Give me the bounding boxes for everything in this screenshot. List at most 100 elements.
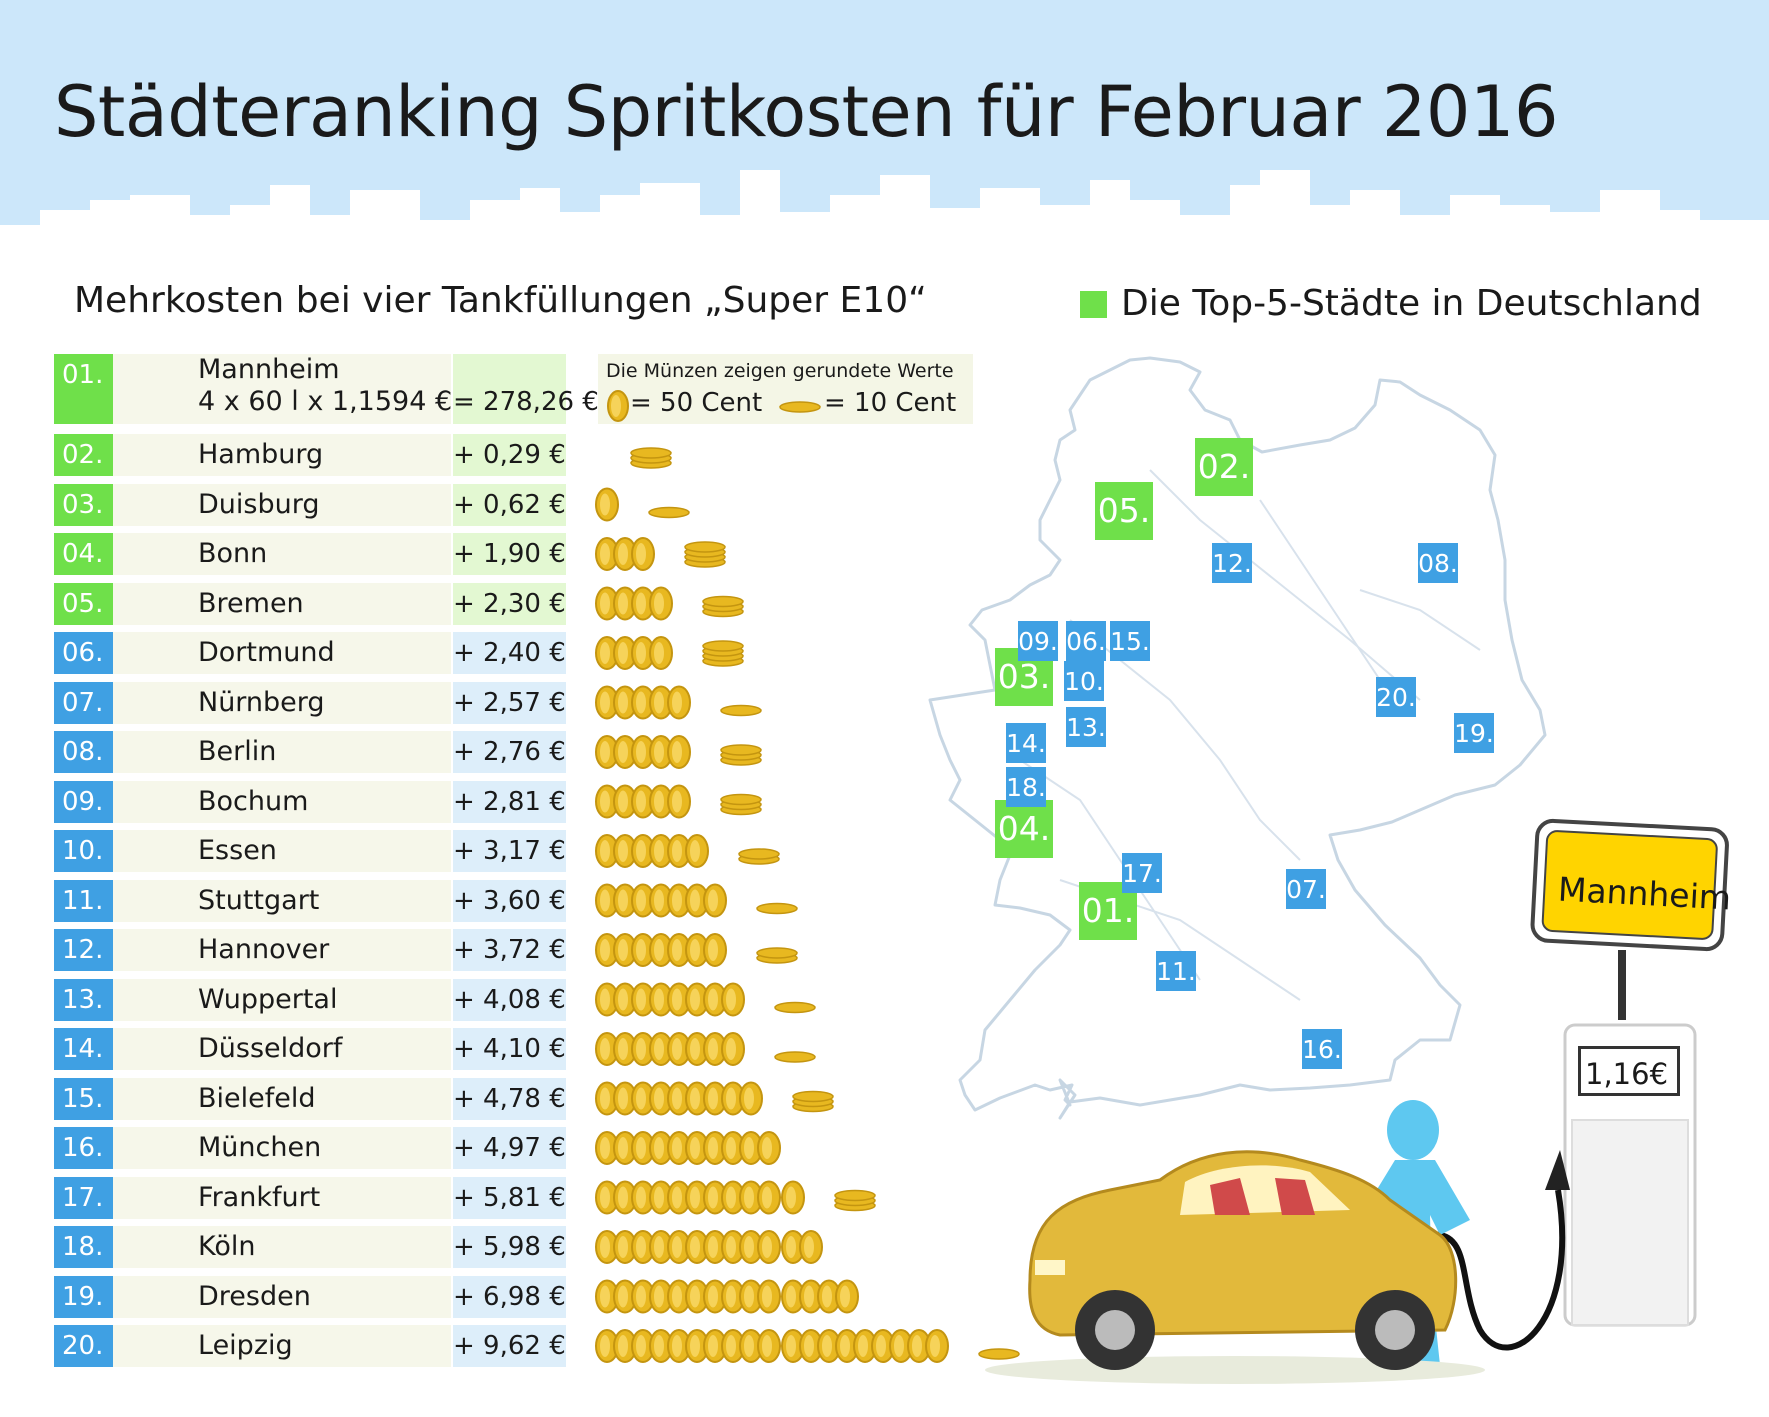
rank-label: 09. <box>54 780 113 823</box>
rank-label: 20. <box>54 1325 113 1367</box>
rank-label: 10. <box>54 830 113 872</box>
table-row: 19. Dresden + 6,98 € <box>54 1275 566 1318</box>
rank-label: 14. <box>54 1028 113 1070</box>
city-name: Bremen <box>113 582 451 625</box>
extra-cost-label: + 2,30 € <box>453 582 566 625</box>
extra-cost-label: + 5,98 € <box>453 1226 566 1268</box>
map-marker-07: 07. <box>1286 869 1326 909</box>
extra-cost-label: + 2,81 € <box>453 780 566 823</box>
table-row: 17. Frankfurt + 5,81 € <box>54 1176 566 1219</box>
rank-label: 16. <box>54 1127 113 1169</box>
extra-cost-label: + 5,81 € <box>453 1176 566 1219</box>
extra-cost-label: + 0,62 € <box>453 483 566 526</box>
city-name: München <box>113 1127 451 1169</box>
pump-price-display: 1,16€ <box>1578 1046 1680 1096</box>
map-marker-05: 05. <box>1095 482 1153 540</box>
ten-cent-label: = 10 Cent <box>824 388 957 418</box>
city-name: Hamburg <box>113 434 451 476</box>
ten-cent-coin-icon <box>779 401 821 413</box>
table-row: 10. Essen + 3,17 € <box>54 830 566 872</box>
extra-cost-label: + 4,10 € <box>453 1028 566 1070</box>
city-name: Bochum <box>113 780 451 823</box>
rank-label: 03. <box>54 483 113 526</box>
city-name: Düsseldorf <box>113 1028 451 1070</box>
city-name: Stuttgart <box>113 879 451 922</box>
table-row: 03. Duisburg + 0,62 € <box>54 483 566 526</box>
table-row: 16. München + 4,97 € <box>54 1127 566 1169</box>
map-marker-13: 13. <box>1066 707 1106 747</box>
city-name: Duisburg <box>113 483 451 526</box>
page-title: Städteranking Spritkosten für Februar 20… <box>54 71 1559 153</box>
coin-legend: Die Münzen zeigen gerundete Werte = 50 C… <box>598 354 973 424</box>
map-marker-12: 12. <box>1212 543 1252 583</box>
extra-cost-label: + 2,76 € <box>453 731 566 773</box>
table-row: 13. Wuppertal + 4,08 € <box>54 978 566 1021</box>
rank-label: 04. <box>54 533 113 575</box>
extra-cost-label: + 3,60 € <box>453 879 566 922</box>
city-name: Leipzig <box>113 1325 451 1367</box>
extra-cost-label: + 6,98 € <box>453 1275 566 1318</box>
city-name: Hannover <box>113 929 451 971</box>
extra-cost-label: + 3,72 € <box>453 929 566 971</box>
town-sign <box>1530 818 1729 1020</box>
table-row: 09. Bochum + 2,81 € <box>54 780 566 823</box>
city-name: Dortmund <box>113 632 451 674</box>
map-marker-19: 19. <box>1454 713 1494 753</box>
extra-cost-label: + 2,40 € <box>453 632 566 674</box>
rank-label: 07. <box>54 681 113 724</box>
map-marker-08: 08. <box>1418 543 1458 583</box>
first-place-row: 01. Mannheim 4 x 60 l x 1,1594 € = 278,2… <box>54 354 599 424</box>
rank-label: 17. <box>54 1176 113 1219</box>
extra-cost-label: + 3,17 € <box>453 830 566 872</box>
rank-label: 01. <box>54 354 113 424</box>
table-row: 08. Berlin + 2,76 € <box>54 731 566 773</box>
fifty-cent-coin-icon <box>607 390 629 422</box>
rank-label: 18. <box>54 1226 113 1268</box>
rank-label: 13. <box>54 978 113 1021</box>
map-marker-09: 09. <box>1018 621 1058 661</box>
map-marker-18: 18. <box>1006 767 1046 807</box>
top5-legend: Die Top-5-Städte in Deutschland <box>1080 283 1702 324</box>
city-name: Berlin <box>113 731 451 773</box>
map-marker-17: 17. <box>1122 853 1162 893</box>
city-name: Dresden <box>113 1275 451 1318</box>
table-row: 11. Stuttgart + 3,60 € <box>54 879 566 922</box>
fuel-pump <box>1393 1023 1697 1351</box>
first-place-city-cell: Mannheim 4 x 60 l x 1,1594 € <box>113 354 453 424</box>
extra-cost-label: + 2,57 € <box>453 681 566 724</box>
table-row: 06. Dortmund + 2,40 € <box>54 632 566 674</box>
extra-cost-label: + 9,62 € <box>453 1325 566 1367</box>
city-name: Bonn <box>113 533 451 575</box>
top5-legend-swatch <box>1080 291 1107 318</box>
city-name: Nürnberg <box>113 681 451 724</box>
rank-label: 02. <box>54 434 113 476</box>
rank-label: 15. <box>54 1077 113 1120</box>
rank-label: 06. <box>54 632 113 674</box>
rank-label: 05. <box>54 582 113 625</box>
map-marker-14: 14. <box>1006 723 1046 763</box>
table-row: 18. Köln + 5,98 € <box>54 1226 566 1268</box>
map-marker-20: 20. <box>1376 677 1416 717</box>
coin-legend-note: Die Münzen zeigen gerundete Werte <box>606 360 954 382</box>
city-name: Köln <box>113 1226 451 1268</box>
map-marker-04: 04. <box>995 800 1053 858</box>
city-name: Frankfurt <box>113 1176 451 1219</box>
rank-label: 19. <box>54 1275 113 1318</box>
city-name: Wuppertal <box>113 978 451 1021</box>
map-marker-16: 16. <box>1302 1029 1342 1069</box>
map-marker-10: 10. <box>1064 661 1104 701</box>
map-marker-06: 06. <box>1066 621 1106 661</box>
table-subtitle: Mehrkosten bei vier Tankfüllungen „Super… <box>74 280 927 321</box>
city-name: Essen <box>113 830 451 872</box>
first-place-calculation: 4 x 60 l x 1,1594 € <box>198 386 453 417</box>
first-place-city: Mannheim <box>198 354 340 385</box>
table-row: 04. Bonn + 1,90 € <box>54 533 566 575</box>
rank-label: 12. <box>54 929 113 971</box>
top5-legend-label: Die Top-5-Städte in Deutschland <box>1121 283 1702 324</box>
city-name: Bielefeld <box>113 1077 451 1120</box>
table-row: 07. Nürnberg + 2,57 € <box>54 681 566 724</box>
extra-cost-label: + 4,78 € <box>453 1077 566 1120</box>
map-marker-02: 02. <box>1195 438 1253 496</box>
table-row: 14. Düsseldorf + 4,10 € <box>54 1028 566 1070</box>
